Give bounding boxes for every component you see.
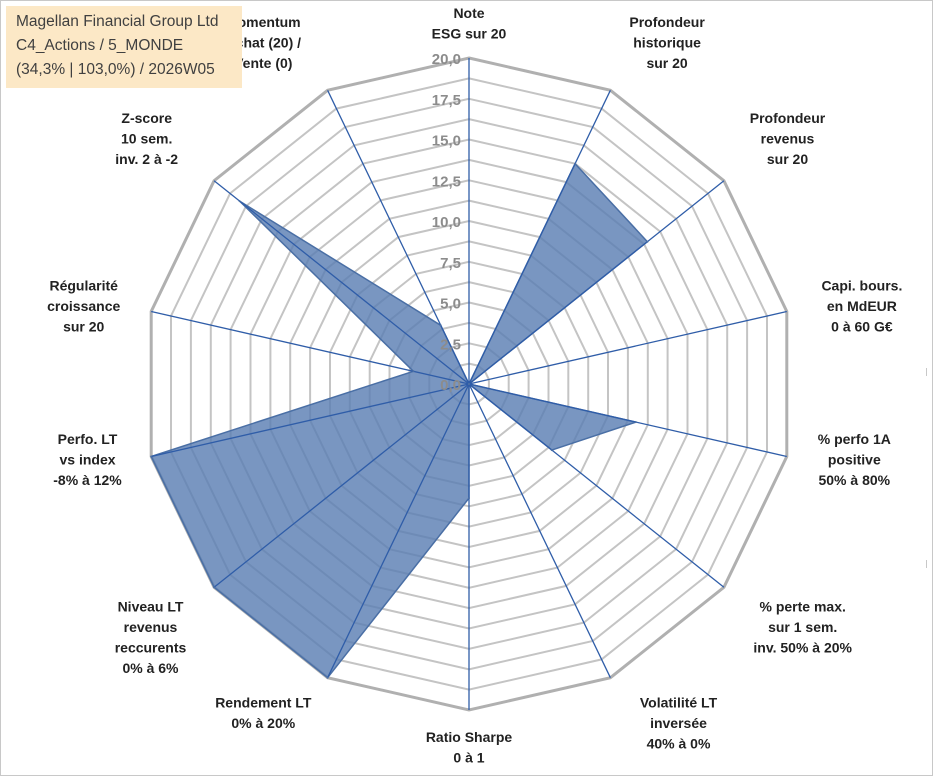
axis-label-line: inv. 50% à 20%	[753, 640, 852, 656]
axis-spoke	[213, 180, 470, 385]
axis-label: Profondeur revenus sur 20	[750, 110, 826, 167]
axis-label: Niveau LT revenus reccurents 0% à 6%	[115, 599, 187, 677]
axis-label-line: sur 1 sem.	[768, 619, 837, 635]
data-point	[150, 455, 153, 458]
axis-label: % perfo 1A positive 50% à 80%	[818, 431, 891, 488]
axis-label-line: sur 20	[767, 151, 808, 167]
axis-label-line: revenus	[124, 619, 178, 635]
right-edge-mark	[926, 368, 927, 376]
axis-label: Profondeur historique sur 20	[629, 14, 705, 71]
data-point	[412, 370, 415, 373]
tick-label: 15,0	[432, 133, 461, 150]
data-point	[238, 200, 241, 203]
axis-label-line: Vente (0)	[234, 55, 292, 71]
info-box: Magellan Financial Group Ltd C4_Actions …	[6, 6, 242, 88]
axis-label-line: Régularité	[49, 277, 118, 293]
tick-label: 0,0	[440, 377, 461, 394]
axis-label: Momentum Achat (20) / Vente (0)	[226, 14, 302, 71]
axis-label-line: % perte max.	[760, 599, 846, 615]
axis-label: Z-score 10 sem. inv. 2 à -2	[115, 110, 178, 167]
axis-label: Capi. bours. en MdEUR 0 à 60 G€	[821, 277, 902, 334]
data-point	[213, 586, 216, 589]
axis-label-line: Rendement LT	[215, 695, 312, 711]
axis-label-line: inversée	[650, 715, 707, 731]
axis-label-line: Achat (20) /	[226, 34, 302, 50]
tick-label: 20,0	[432, 51, 461, 68]
axis-spoke	[327, 383, 470, 678]
axis-label-line: vs index	[59, 452, 115, 468]
axis-label-line: Niveau LT	[118, 599, 184, 615]
tick-label: 5,0	[440, 296, 461, 313]
axis-label-line: Momentum	[226, 14, 301, 30]
axis-spoke	[468, 310, 787, 385]
axis-label-line: 50% à 80%	[818, 472, 890, 488]
axis-label-line: 0% à 6%	[122, 660, 179, 676]
axis-label: Perfo. LT vs index -8% à 12%	[53, 431, 122, 488]
axis-spoke	[468, 90, 611, 385]
axis-spoke	[468, 383, 787, 458]
axis-label-line: positive	[828, 452, 881, 468]
category-label: C4_Actions / 5_MONDE	[16, 37, 184, 54]
data-point	[468, 497, 470, 500]
axis-label: % perte max. sur 1 sem. inv. 50% à 20%	[753, 599, 852, 656]
data-point	[326, 676, 329, 679]
axis-label-line: sur 20	[646, 55, 687, 71]
axis-spoke	[468, 383, 611, 678]
axis-label: Rendement LT 0% à 20%	[215, 695, 312, 732]
tick-label: 10,0	[432, 214, 461, 231]
axis-spoke	[327, 90, 470, 385]
axis-spoke	[151, 310, 470, 385]
axis-label-line: en MdEUR	[827, 298, 897, 314]
data-point	[550, 449, 553, 452]
right-edge-mark	[926, 560, 927, 568]
axis-label-line: Capi. bours.	[821, 277, 902, 293]
axis-label-line: Perfo. LT	[58, 431, 118, 447]
axis-label-line: Profondeur	[629, 14, 705, 30]
axis-label-line: 0 à 1	[453, 750, 484, 766]
axis-label-line: 0% à 20%	[231, 715, 295, 731]
axis-label-line: 0 à 60 G€	[831, 318, 893, 334]
axis-label-line: % perfo 1A	[818, 431, 891, 447]
axis-label-line: inv. 2 à -2	[115, 151, 178, 167]
axis-label-line: croissance	[47, 298, 120, 314]
axis-label-line: 40% à 0%	[647, 736, 711, 752]
axis-spoke	[151, 383, 470, 458]
axis-label-line: revenus	[761, 130, 815, 146]
axis-label-line: Ratio Sharpe	[426, 729, 513, 745]
data-point	[634, 421, 637, 424]
axis-spoke	[468, 180, 725, 385]
company-name: Magellan Financial Group Ltd	[16, 13, 219, 30]
data-point	[468, 383, 470, 385]
tick-label: 17,5	[432, 92, 461, 109]
axis-label-line: -8% à 12%	[53, 472, 122, 488]
axis-label-line: Profondeur	[750, 110, 826, 126]
axis-label: Régularité croissance sur 20	[47, 277, 120, 334]
tick-label: 7,5	[440, 255, 461, 272]
data-point	[646, 240, 649, 243]
axis-label-line: sur 20	[63, 318, 104, 334]
stats-label: (34,3% | 103,0%) / 2026W05	[16, 61, 215, 78]
axis-spoke	[468, 383, 725, 588]
axis-label-line: 10 sem.	[121, 130, 172, 146]
axis-label-line: Volatilité LT	[640, 695, 718, 711]
axis-spoke	[213, 383, 470, 588]
axis-label-line: historique	[633, 34, 701, 50]
axis-label: Note ESG sur 20	[432, 5, 507, 42]
axis-label: Ratio Sharpe 0 à 1	[426, 729, 513, 766]
tick-label: 12,5	[432, 173, 461, 190]
axis-label-line: reccurents	[115, 640, 187, 656]
data-point	[574, 162, 577, 165]
axis-label-line: Note	[453, 5, 484, 21]
data-point	[439, 324, 442, 327]
tick-label: 2,5	[440, 336, 461, 353]
axis-label: Volatilité LT inversée 40% à 0%	[640, 695, 718, 752]
axis-label-line: ESG sur 20	[432, 26, 507, 42]
axis-label-line: Z-score	[121, 110, 172, 126]
